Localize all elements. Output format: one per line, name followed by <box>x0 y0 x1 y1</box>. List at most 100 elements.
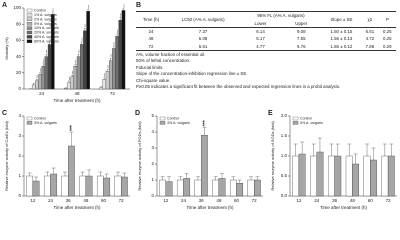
footnote: A%, volume fraction of essential oil. <box>136 51 206 57</box>
error-bar <box>83 28 86 31</box>
table-cell: 6.08 <box>198 36 208 42</box>
x-tick-label: 60 <box>234 198 240 203</box>
x-tick-label: 36 <box>66 198 72 203</box>
bar <box>105 71 110 90</box>
header-row: Lower Upper <box>136 19 396 27</box>
bar <box>118 19 123 90</box>
y-tick-label: 0 <box>18 86 21 91</box>
bar <box>41 66 46 90</box>
bar <box>236 183 244 197</box>
x-tick-label: 12 <box>296 198 302 203</box>
bar <box>298 153 306 197</box>
table-cell: 9.08 <box>297 28 306 34</box>
legend-swatch <box>292 116 299 121</box>
bar <box>73 66 78 90</box>
legend-label: Control <box>34 9 46 13</box>
error-bar <box>69 131 74 146</box>
bar <box>327 155 335 197</box>
bar <box>253 179 261 197</box>
panel-label: D <box>135 110 140 117</box>
legend-swatch <box>26 30 33 35</box>
error-bar <box>87 169 91 176</box>
bar <box>121 10 126 90</box>
significance: *** <box>103 72 107 76</box>
error-bar <box>100 86 103 88</box>
legend-label: 1% A. vulgaris <box>34 13 57 17</box>
significance: *** <box>36 74 40 78</box>
bar <box>50 173 58 197</box>
y-tick-label: 40 <box>16 54 22 59</box>
table-row: 48 6.08 5.17 7.55 1.56 ± 0.13 4.72 0.25 <box>136 35 396 42</box>
y-axis-label: Relative enzyme activity of CarEs (fold) <box>4 120 9 190</box>
table-head: Time (h) LC50 (A% A. vulgaris) 95% FL (A% … <box>136 11 396 28</box>
y-tick-label: 60 <box>16 38 22 43</box>
x-tick-label: 24 <box>181 198 187 203</box>
error-bar <box>255 176 260 180</box>
significance: *** <box>74 59 78 63</box>
error-bar <box>311 143 316 156</box>
bar <box>387 155 395 197</box>
significance: *** <box>71 70 75 74</box>
legend-swatch <box>26 13 33 17</box>
table-cell: 7.55 <box>297 36 306 42</box>
bar <box>67 145 75 197</box>
bar <box>292 155 300 197</box>
significance: *** <box>87 4 91 8</box>
significance: *** <box>116 29 120 33</box>
table-cell: 0.29 <box>378 42 396 51</box>
bar <box>200 135 208 197</box>
error-bar <box>71 75 74 77</box>
panel-label: A <box>2 2 7 9</box>
table-cell: 4.72 <box>365 36 375 42</box>
bar <box>212 179 220 197</box>
figure: A Mortality (%) Time after treatment (h) 0 2… <box>2 1 397 211</box>
legend-swatch <box>26 35 33 39</box>
bar <box>47 44 52 90</box>
table-cell: 7.37 <box>198 28 208 34</box>
error-bar <box>103 77 106 80</box>
significance: *** <box>70 125 76 131</box>
error-bar <box>98 171 103 176</box>
x-tick-label: 72 <box>119 198 125 203</box>
bar <box>352 163 360 197</box>
table-body: 24 7.37 6.14 9.08 1.50 ± 0.15 6.61 0.25 48 6.08 5… <box>136 27 396 51</box>
y-tick-label: 1.5 <box>281 133 288 138</box>
x-tick-label: 24 <box>314 198 320 203</box>
footnote: Slope of the concentration-inhibition re… <box>136 71 248 77</box>
legend-swatch <box>26 22 33 26</box>
error-bar <box>293 143 298 156</box>
footnote: P≥0.05 indicates a significant fit betwe… <box>136 83 341 89</box>
bar <box>108 60 113 90</box>
table-cell: 4.77 <box>240 42 281 51</box>
bar <box>35 80 39 90</box>
error-bar <box>231 176 236 180</box>
panel-label: E <box>268 110 273 117</box>
x-tick-label: 72 <box>110 91 116 96</box>
bar <box>183 178 191 197</box>
error-bar <box>119 17 122 21</box>
table-cell: 6.14 <box>256 28 265 34</box>
legend-label: 2% A. vulgaris <box>34 17 57 21</box>
bar <box>114 175 122 197</box>
bar <box>76 56 81 90</box>
error-bar <box>335 143 340 156</box>
footnote: Chi-square value. <box>136 77 171 83</box>
error-bar <box>160 176 165 180</box>
significance: *** <box>81 37 85 41</box>
y-tick-label: 3 <box>18 133 21 138</box>
x-axis-label: Time after treatment (h) <box>320 205 368 210</box>
y-tick-label: 80 <box>16 21 22 26</box>
error-bar <box>249 176 253 180</box>
bar <box>345 155 353 197</box>
legend-swatch <box>159 116 166 121</box>
table-cell: 0.25 <box>383 28 392 34</box>
legend-swatch <box>26 116 33 121</box>
error-bar <box>45 171 50 176</box>
footnote: 50% of lethal concentration. <box>136 58 191 64</box>
legend-swatch <box>26 26 33 30</box>
significance: *** <box>52 8 56 12</box>
error-bar <box>116 33 119 37</box>
subheader-cell: Lower <box>254 20 267 26</box>
error-bar <box>220 173 224 179</box>
legend-label: 40% A. vulgaris <box>34 35 59 39</box>
